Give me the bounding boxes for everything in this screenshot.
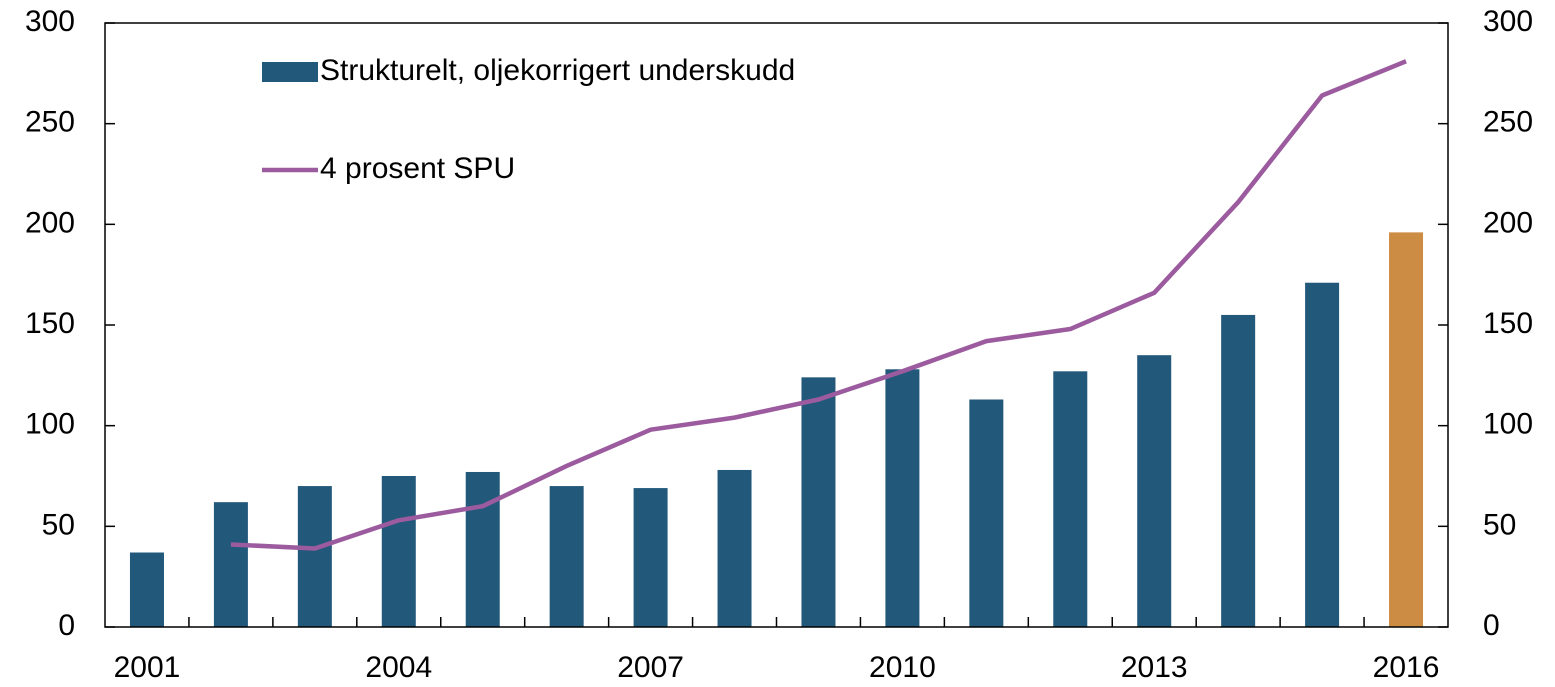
bar [969, 399, 1004, 627]
legend-label: 4 prosent SPU [320, 152, 515, 185]
x-tick-label: 2016 [1373, 651, 1440, 684]
bar [801, 377, 836, 627]
y2-tick-label: 0 [1483, 609, 1500, 642]
y2-tick-label: 150 [1483, 307, 1533, 340]
y-tick-label: 250 [25, 106, 75, 139]
y2-tick-label: 250 [1483, 106, 1533, 139]
bar [1137, 355, 1172, 627]
legend-swatch [262, 62, 318, 82]
x-tick-label: 2004 [365, 651, 432, 684]
x-tick-label: 2001 [114, 651, 181, 684]
bar [213, 502, 248, 627]
bar [1389, 232, 1424, 628]
bar [633, 488, 668, 627]
y-tick-label: 50 [42, 508, 75, 541]
bar [381, 476, 416, 627]
y-tick-label: 300 [25, 5, 75, 38]
bar [129, 552, 164, 627]
y2-tick-label: 300 [1483, 5, 1533, 38]
x-tick-label: 2007 [617, 651, 684, 684]
y-tick-label: 100 [25, 408, 75, 441]
legend-label: Strukturelt, oljekorrigert underskudd [320, 54, 795, 87]
line [230, 59, 1407, 551]
y-tick-label: 0 [58, 609, 75, 642]
y2-tick-label: 50 [1483, 508, 1516, 541]
plot-frame [104, 22, 1449, 628]
bar [717, 469, 752, 627]
bar [549, 486, 584, 627]
bar [1305, 282, 1340, 627]
y-tick-label: 200 [25, 206, 75, 239]
y2-tick-label: 200 [1483, 206, 1533, 239]
y2-tick-label: 100 [1483, 408, 1533, 441]
bar [465, 471, 500, 627]
bar [297, 486, 332, 627]
y-tick-label: 150 [25, 307, 75, 340]
x-tick-label: 2013 [1121, 651, 1188, 684]
x-tick-label: 2010 [869, 651, 936, 684]
bar [1221, 314, 1256, 627]
bar [885, 369, 920, 627]
bar [1053, 371, 1088, 627]
